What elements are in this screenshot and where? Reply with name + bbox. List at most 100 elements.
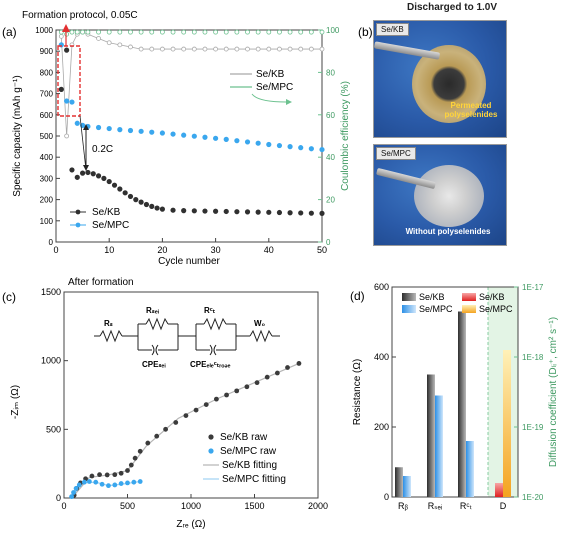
point-pa-mpc-15 [191, 133, 197, 139]
point-c-kb-17 [183, 413, 189, 418]
y2tick-label-d-1: 1E-19 [522, 423, 544, 432]
ytick-label-c-3: 1500 [41, 287, 61, 297]
point-pa-kb-18 [154, 205, 160, 211]
point-pa-ce-7 [106, 29, 112, 35]
point-pa-ce-21 [255, 46, 261, 52]
equivalent-circuit [94, 317, 280, 356]
circuit-rs: Rₛ [104, 319, 113, 328]
legend-kb-raw: Se/KB raw [220, 432, 268, 443]
point-c-kb-12 [137, 448, 143, 454]
bar-mpc-0 [403, 476, 411, 497]
point-pa-ce-12 [159, 46, 165, 52]
point-pa-ce-4 [80, 29, 85, 35]
point-pa-ce-6 [96, 36, 101, 41]
point-c-mpc-8 [106, 483, 111, 489]
point-pa-ce-8 [117, 42, 123, 48]
point-pa-kb-31 [287, 210, 293, 216]
point-pa-ce-1 [64, 31, 70, 37]
y2tick-label-d-2: 1E-18 [522, 353, 544, 362]
point-pa-ce-24 [287, 29, 293, 35]
point-pa-ce-11 [149, 29, 155, 35]
legend-kb-diff: Se/KB [479, 292, 505, 302]
legend-bottom-a: Se/KB Se/MPC [70, 207, 129, 231]
point-pa-ce-19 [234, 46, 240, 52]
point-pa-ce-0 [58, 33, 64, 39]
point-c-mpc-12 [131, 479, 137, 485]
point-pa-ce-25 [298, 46, 304, 52]
point-pa-kb-5 [85, 169, 91, 176]
point-pa-mpc-1 [64, 98, 70, 104]
point-pa-ce-18 [223, 46, 229, 52]
photo-se-kb: Se/KB Permeated polyselenides [373, 20, 507, 138]
point-pa-mpc-18 [223, 136, 229, 142]
formation-highlight-box [57, 45, 81, 117]
point-pa-mpc-11 [149, 129, 155, 135]
point-c-kb-28 [296, 361, 302, 366]
point-c-kb-14 [154, 433, 160, 439]
panel-b-title: Discharged to 1.0V [407, 2, 498, 13]
point-pa-ce-26 [308, 29, 314, 35]
legend-mpc-a: Se/MPC [92, 220, 129, 231]
point-pa-kb-34 [319, 210, 325, 216]
point-pa-mpc-12 [159, 130, 165, 136]
point-pa-mpc-16 [202, 134, 208, 140]
xtick-label-a-2: 20 [157, 245, 167, 255]
ytick-label-a-4: 400 [40, 153, 54, 162]
point-pa-mpc-13 [170, 131, 176, 137]
legend-mpc-d: Se/MPC [419, 304, 453, 314]
ytick-label-a-8: 800 [40, 68, 54, 77]
ylabel-a: Specific capacity (mAh g⁻¹) [12, 75, 23, 196]
point-pa-ce-22 [266, 46, 272, 52]
ytick-label-d-1: 200 [374, 422, 389, 432]
category-label-d-0: Rᵦ [398, 501, 408, 511]
point-pa-mpc-27 [319, 146, 325, 153]
electrode-disk-kb [412, 45, 486, 123]
ytick-label-a-10: 1000 [35, 26, 53, 35]
series-line-pa-ce [60, 31, 322, 137]
point-pa-kb-27 [244, 209, 251, 215]
point-c-mpc-3 [76, 482, 82, 488]
panel-d: (d) 0 200 400 600 1E-20 1E-19 1E-18 1E-17 Rᵦ Rₛₑᵢ… [350, 282, 559, 511]
point-c-mpc-2 [73, 485, 79, 491]
panel-label-d: (d) [350, 289, 365, 303]
circuit-cpe-sei: CPEₛₑᵢ [142, 360, 166, 369]
xlabel-a: Cycle number [158, 256, 220, 267]
ce-arrow-icon [286, 99, 292, 105]
circuit-rct: Rᶜₜ [204, 306, 216, 315]
point-pa-kb-0 [58, 86, 64, 92]
point-c-kb-22 [234, 388, 240, 394]
point-pa-kb-24 [213, 208, 219, 214]
point-pa-ce-9 [128, 29, 133, 35]
point-pa-ce-17 [213, 46, 219, 52]
point-pa-ce-3 [74, 29, 80, 35]
y2tick-label-a-0: 0 [326, 238, 331, 247]
point-pa-mpc-20 [244, 139, 251, 145]
legend-kb-d: Se/KB [419, 292, 445, 302]
xtick-label-a-1: 10 [104, 245, 114, 255]
point-c-kb-7 [112, 472, 118, 478]
point-pa-ce-26 [308, 46, 314, 52]
ytick-label-c-1: 500 [46, 424, 61, 434]
y2tick-label-a-4: 80 [326, 68, 335, 77]
point-pa-ce-7 [106, 40, 112, 46]
point-c-mpc-13 [137, 479, 143, 484]
point-pa-kb-33 [308, 210, 314, 216]
xtick-label-a-3: 30 [211, 245, 221, 255]
point-c-mpc-5 [87, 479, 92, 484]
bar-mpc-2 [466, 441, 474, 497]
point-pa-ce-23 [277, 46, 282, 52]
point-pa-ce-2 [69, 29, 75, 35]
point-c-kb-23 [244, 384, 250, 390]
ytick-label-c-0: 0 [56, 493, 61, 503]
point-pa-ce-20 [245, 46, 250, 52]
point-pa-ce-16 [202, 29, 208, 35]
xtick-label-c-0: 0 [61, 501, 66, 511]
point-pa-kb-2 [69, 167, 75, 173]
y2tick-label-d-3: 1E-17 [522, 283, 544, 292]
legend-mpc-fit: Se/MPC fitting [222, 474, 286, 485]
y2label-d: Diffusion coefficient (Dₗᵢ⁺, cm² s⁻¹) [548, 317, 559, 467]
point-pa-mpc-17 [213, 135, 219, 141]
point-pa-ce-14 [181, 29, 187, 35]
point-c-mpc-4 [81, 479, 87, 485]
point-pa-kb-21 [181, 208, 187, 214]
